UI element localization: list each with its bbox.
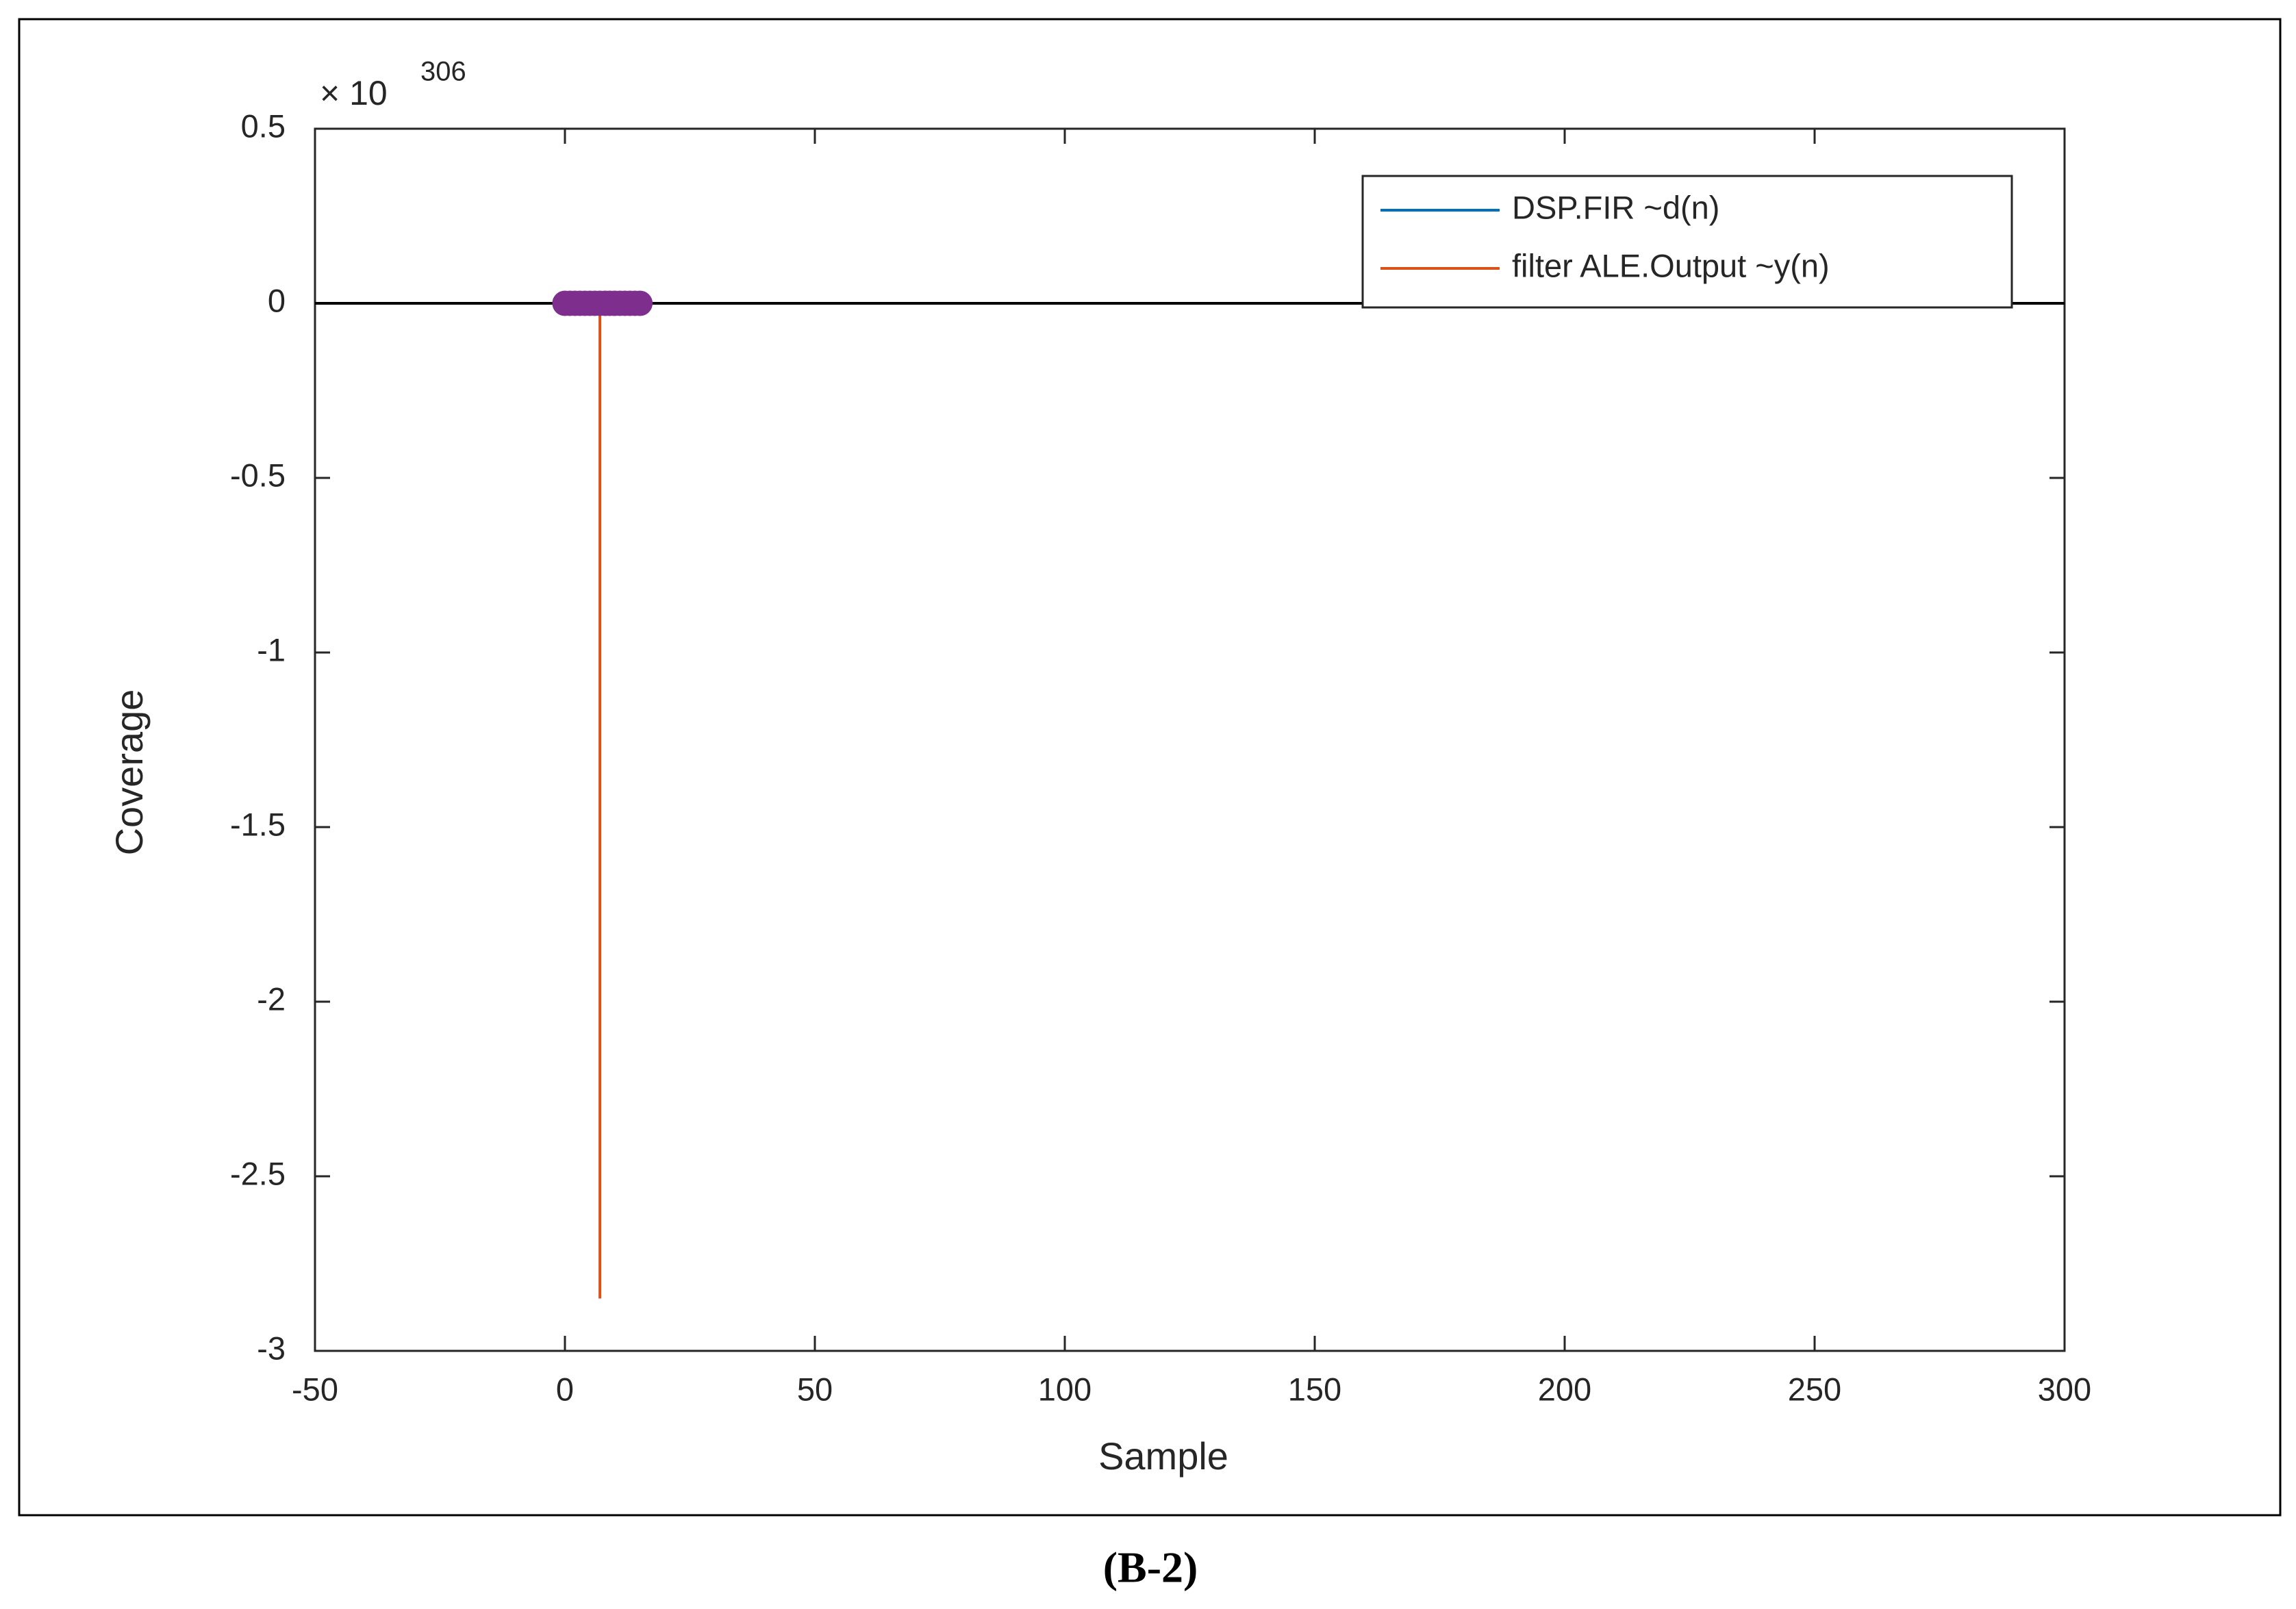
stem-marker [627, 290, 653, 316]
y-tick-label: -2 [257, 980, 286, 1017]
y-tick-label: -3 [257, 1330, 286, 1366]
y-multiplier-exponent: 306 [420, 57, 466, 87]
x-tick-label: 250 [1788, 1371, 1841, 1407]
x-tick-label: 300 [2038, 1371, 2091, 1407]
y-tick-label: 0 [268, 282, 286, 318]
legend-label: DSP.FIR ~d(n) [1512, 189, 1719, 225]
axes-box [314, 127, 2066, 1352]
caption: (B-2) [1103, 1543, 1198, 1592]
x-tick-label: 200 [1538, 1371, 1591, 1407]
y-tick-label: -1 [257, 631, 286, 668]
y-tick-label: 0.5 [241, 107, 286, 144]
legend-box [1361, 175, 2013, 309]
x-tick-label: 0 [556, 1371, 574, 1407]
y-tick-label: -0.5 [230, 457, 286, 493]
y-multiplier-base: × 10 [320, 74, 388, 112]
y-axis-label: Coverage [108, 689, 151, 856]
x-tick-label: -50 [292, 1371, 338, 1407]
x-axis-label: Sample [1098, 1434, 1228, 1478]
x-tick-label: 50 [797, 1371, 833, 1407]
y-tick-label: -1.5 [230, 806, 286, 842]
y-tick-label: -2.5 [230, 1155, 286, 1191]
x-tick-label: 100 [1038, 1371, 1092, 1407]
legend-label: filter ALE.Output ~y(n) [1512, 247, 1830, 283]
x-tick-label: 150 [1288, 1371, 1341, 1407]
